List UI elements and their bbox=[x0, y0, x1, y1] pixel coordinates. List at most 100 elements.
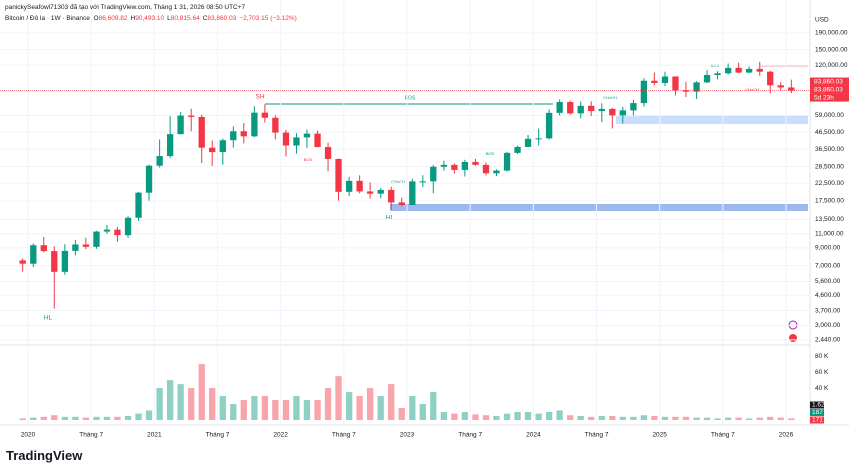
candle-body bbox=[293, 137, 300, 146]
y-tick-label: 4,600.00 bbox=[815, 292, 841, 299]
candle-body bbox=[124, 217, 132, 236]
candle-body bbox=[51, 251, 58, 272]
y-tick-label: 17,500.00 bbox=[815, 198, 844, 205]
ohlc-key: H bbox=[130, 15, 136, 22]
candle-body bbox=[661, 76, 669, 83]
candle-body bbox=[19, 260, 26, 264]
candle-body bbox=[767, 71, 774, 86]
x-tick-label: Tháng 7 bbox=[206, 432, 230, 439]
candle-body bbox=[209, 147, 216, 153]
annotation: BOS bbox=[486, 151, 495, 156]
candle-body bbox=[388, 189, 395, 203]
currency: USD bbox=[815, 17, 829, 24]
candle-body bbox=[724, 67, 732, 74]
y-tick-label: 3,700.00 bbox=[815, 307, 841, 314]
volume-legend-box bbox=[810, 409, 824, 416]
candle-body bbox=[345, 180, 353, 192]
x-tick-label: Tháng 7 bbox=[79, 432, 103, 439]
candle-body bbox=[503, 152, 511, 171]
candle-body bbox=[198, 116, 205, 148]
candle-body bbox=[72, 244, 79, 251]
candle-body bbox=[145, 165, 153, 193]
candle-body bbox=[93, 231, 100, 247]
candle-body bbox=[514, 146, 521, 153]
candle-body bbox=[535, 138, 542, 140]
candle-body bbox=[219, 140, 226, 153]
candle-body bbox=[251, 112, 258, 137]
candle-body bbox=[398, 202, 405, 206]
y-tick-label: 7,000.00 bbox=[815, 262, 841, 269]
header: panickySeafowl71303 đã tạo với TradingVi… bbox=[5, 2, 300, 24]
candle-body bbox=[324, 147, 332, 159]
candle-body bbox=[135, 192, 142, 218]
candle-body bbox=[777, 85, 784, 88]
price-label: 5d 23h bbox=[814, 94, 834, 101]
ohlc-key: L bbox=[167, 15, 171, 22]
candle-body bbox=[682, 90, 690, 92]
logo[interactable]: TradingView bbox=[6, 448, 83, 463]
x-tick-label: 2024 bbox=[526, 432, 541, 439]
candle-body bbox=[230, 131, 237, 141]
candle-body bbox=[261, 112, 269, 118]
ohlc-key: O bbox=[93, 15, 99, 22]
candle-body bbox=[430, 166, 437, 182]
annotation: HL bbox=[44, 315, 53, 322]
x-tick-label: 2021 bbox=[147, 432, 162, 439]
x-tick-label: Tháng 7 bbox=[332, 432, 356, 439]
price-label-box bbox=[810, 93, 849, 102]
y-tick-label: 28,500.00 bbox=[815, 163, 844, 170]
y-tick-label: 190,000.00 bbox=[815, 30, 848, 37]
indicator-icon[interactable] bbox=[789, 334, 797, 342]
y-tick-label: 13,500.00 bbox=[815, 216, 844, 223]
candle-body bbox=[282, 132, 290, 146]
candle-body bbox=[335, 158, 342, 192]
candle-body bbox=[493, 170, 500, 174]
annotation: CHoCH bbox=[603, 95, 617, 100]
y-tick-label: 9,000.00 bbox=[815, 245, 841, 252]
candle-body bbox=[82, 244, 90, 247]
demand-zone bbox=[616, 115, 808, 124]
candle-body bbox=[640, 80, 648, 104]
annotation: BOS bbox=[405, 95, 416, 101]
y-tick-label: 2,440.00 bbox=[815, 337, 841, 344]
candle-body bbox=[672, 76, 679, 91]
candle-body bbox=[409, 181, 416, 206]
x-tick-label: Tháng 7 bbox=[458, 432, 482, 439]
demand-zone bbox=[390, 204, 808, 211]
candle-body bbox=[735, 67, 742, 73]
volume-tick-label: 60 K bbox=[815, 369, 829, 376]
candle-body bbox=[114, 229, 121, 236]
x-tick-label: 2025 bbox=[652, 432, 667, 439]
candle-body bbox=[482, 164, 490, 174]
annotation: SH bbox=[255, 94, 264, 101]
symbol: Bitcoin / Đô la · 1W · Binance bbox=[5, 15, 90, 22]
candle-body bbox=[451, 164, 458, 170]
candle-body bbox=[630, 103, 637, 111]
y-tick-label: 36,500.00 bbox=[815, 146, 844, 153]
candle-body bbox=[756, 68, 763, 72]
candle-body bbox=[598, 108, 605, 112]
annotation: CHoCH bbox=[745, 87, 759, 92]
y-tick-label: 3,000.00 bbox=[815, 322, 841, 329]
volume-legend-value: 171 bbox=[812, 417, 823, 424]
candle-body bbox=[703, 74, 711, 83]
candle-body bbox=[61, 250, 69, 272]
candle-body bbox=[40, 245, 47, 252]
candle-body bbox=[272, 117, 279, 133]
candle-body bbox=[419, 181, 426, 183]
candle-body bbox=[177, 115, 184, 135]
candle-body bbox=[588, 105, 595, 112]
ohlc-value: 86,609.82 bbox=[98, 15, 128, 22]
candle-body bbox=[166, 134, 174, 157]
ohlc-key: C bbox=[202, 15, 208, 22]
candle-body bbox=[556, 102, 563, 113]
y-tick-label: 59,000.00 bbox=[815, 112, 844, 119]
y-tick-label: 120,000.00 bbox=[815, 62, 848, 69]
volume-legend-value: 187 bbox=[812, 409, 823, 416]
candle-body bbox=[745, 68, 753, 73]
price-label: 83,860.03 bbox=[814, 78, 843, 85]
volume-tick-label: 40 K bbox=[815, 385, 829, 392]
volume-legend-box bbox=[810, 416, 824, 424]
